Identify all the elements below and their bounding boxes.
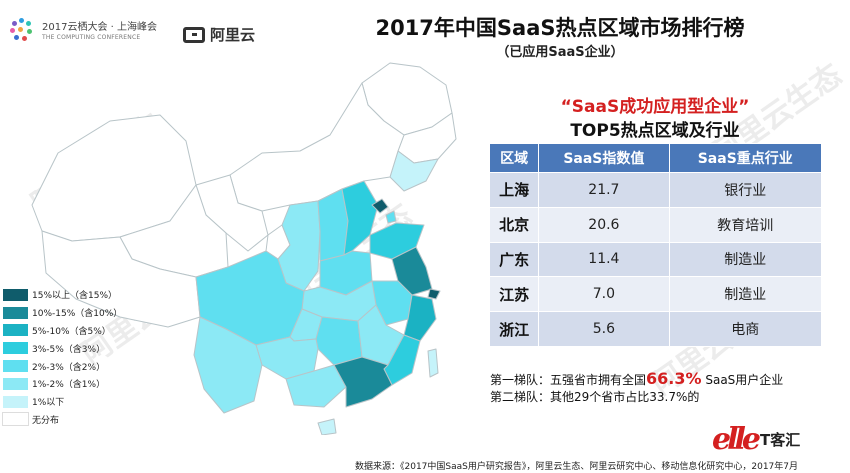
legend-label: 3%-5%（含3%） bbox=[32, 344, 106, 355]
index-cell: 7.0 bbox=[538, 276, 670, 313]
map-hainan bbox=[317, 418, 337, 435]
industry-cell: 制造业 bbox=[668, 241, 822, 278]
legend-item: 15%以上（含15%） bbox=[2, 286, 122, 304]
index-cell: 21.7 bbox=[538, 172, 670, 208]
aliyun-logo: 阿里云 bbox=[183, 24, 255, 45]
index-cell: 5.6 bbox=[538, 311, 670, 347]
index-cell: 11.4 bbox=[538, 241, 670, 278]
conference-logo: 2017云栖大会 · 上海峰会 THE COMPUTING CONFERENCE bbox=[10, 18, 157, 44]
map-hebei bbox=[341, 180, 379, 256]
legend-label: 1%-2%（含1%） bbox=[32, 380, 106, 391]
table-row: 北京 20.6 教育培训 bbox=[488, 206, 822, 243]
legend-item: 3%-5%（含3%） bbox=[2, 339, 122, 357]
industry-cell: 电商 bbox=[668, 311, 822, 347]
conference-dots-icon bbox=[10, 18, 36, 44]
map-taiwan bbox=[427, 348, 439, 378]
legend-item: 10%-15%（含10%） bbox=[2, 304, 122, 322]
legend-label: 1%以下 bbox=[32, 398, 65, 409]
table-row: 江苏 7.0 制造业 bbox=[488, 276, 822, 313]
brand-name: T客汇 bbox=[759, 431, 801, 449]
map-shanghai bbox=[427, 288, 441, 300]
map-guizhou bbox=[255, 336, 319, 380]
tier2-note: 第二梯队：其他29个省市占比33.7%的 bbox=[490, 390, 700, 404]
table-row: 浙江 5.6 电商 bbox=[488, 311, 822, 347]
panel-title-quoted: “SaaS成功应用型企业” bbox=[560, 97, 750, 117]
map-hunan bbox=[315, 316, 363, 366]
index-cell: 20.6 bbox=[538, 206, 670, 243]
tier1-suffix: SaaS用户企业 bbox=[701, 373, 784, 387]
region-cell: 江苏 bbox=[488, 276, 540, 313]
legend-label: 5%-10%（含5%） bbox=[32, 326, 111, 337]
legend-swatch bbox=[2, 287, 29, 302]
map-neimenggu bbox=[229, 82, 405, 212]
table-row: 上海 21.7 银行业 bbox=[488, 172, 822, 208]
brand-script-mark: elle bbox=[712, 422, 761, 457]
legend-swatch bbox=[2, 359, 29, 374]
legend-swatch bbox=[2, 341, 29, 356]
table-header-row: 区域 SaaS指数值 SaaS重点行业 bbox=[488, 143, 822, 173]
legend-swatch bbox=[2, 376, 29, 391]
china-map bbox=[31, 62, 457, 435]
map-shanxi bbox=[317, 188, 349, 262]
legend-label: 15%以上（含15%） bbox=[32, 291, 118, 302]
legend-item: 1%-2%（含1%） bbox=[2, 375, 122, 393]
map-tianjin bbox=[385, 210, 397, 224]
map-guangdong bbox=[333, 356, 393, 408]
legend-label: 无分布 bbox=[32, 415, 60, 426]
column-header: SaaS重点行业 bbox=[668, 143, 822, 173]
legend-swatch bbox=[2, 412, 29, 427]
column-header: 区域 bbox=[488, 143, 540, 173]
conference-name-en: THE COMPUTING CONFERENCE bbox=[42, 33, 141, 41]
legend-swatch bbox=[2, 323, 29, 338]
conference-name: 2017云栖大会 · 上海峰会 bbox=[42, 21, 157, 33]
data-source: 数据来源：《2017中国SaaS用户研究报告》，阿里云生态、阿里云研究中心、移动… bbox=[355, 462, 798, 472]
legend-item: 5%-10%（含5%） bbox=[2, 322, 122, 340]
legend-item: 无分布 bbox=[2, 411, 122, 429]
tier1-percent: 66.3% bbox=[646, 369, 702, 388]
column-header: SaaS指数值 bbox=[538, 143, 670, 173]
map-yunnan bbox=[193, 316, 263, 414]
tier1-note: 第一梯队：五强省市拥有全国66.3% SaaS用户企业 bbox=[490, 369, 783, 388]
region-cell: 广东 bbox=[488, 241, 540, 278]
top5-table: 区域 SaaS指数值 SaaS重点行业 上海 21.7 银行业 北京 20.6 … bbox=[488, 143, 822, 347]
legend-swatch bbox=[2, 394, 29, 409]
page-title: 2017年中国SaaS热点区域市场排行榜 bbox=[375, 16, 745, 40]
page-subtitle: （已应用SaaS企业） bbox=[496, 45, 624, 60]
region-cell: 北京 bbox=[488, 206, 540, 243]
legend-item: 2%-3%（含2%） bbox=[2, 357, 122, 375]
aliyun-logo-text: 阿里云 bbox=[210, 26, 256, 44]
aliyun-icon bbox=[183, 26, 205, 43]
tier1-prefix: 第一梯队：五强省市拥有全国 bbox=[490, 373, 647, 387]
map-legend: 15%以上（含15%） 10%-15%（含10%） 5%-10%（含5%） 3%… bbox=[2, 286, 122, 428]
region-cell: 浙江 bbox=[488, 311, 540, 347]
legend-swatch bbox=[2, 305, 29, 320]
legend-item: 1%以下 bbox=[2, 393, 122, 411]
table-row: 广东 11.4 制造业 bbox=[488, 241, 822, 278]
tkehui-logo: elle T客汇 bbox=[712, 422, 800, 457]
industry-cell: 教育培训 bbox=[668, 206, 822, 243]
region-cell: 上海 bbox=[488, 172, 540, 208]
industry-cell: 银行业 bbox=[668, 172, 822, 208]
legend-label: 2%-3%（含2%） bbox=[32, 362, 106, 373]
legend-label: 10%-15%（含10%） bbox=[32, 309, 123, 320]
panel-title-main: TOP5热点区域及行业 bbox=[570, 121, 740, 141]
industry-cell: 制造业 bbox=[668, 276, 822, 313]
map-beijing bbox=[371, 198, 389, 214]
